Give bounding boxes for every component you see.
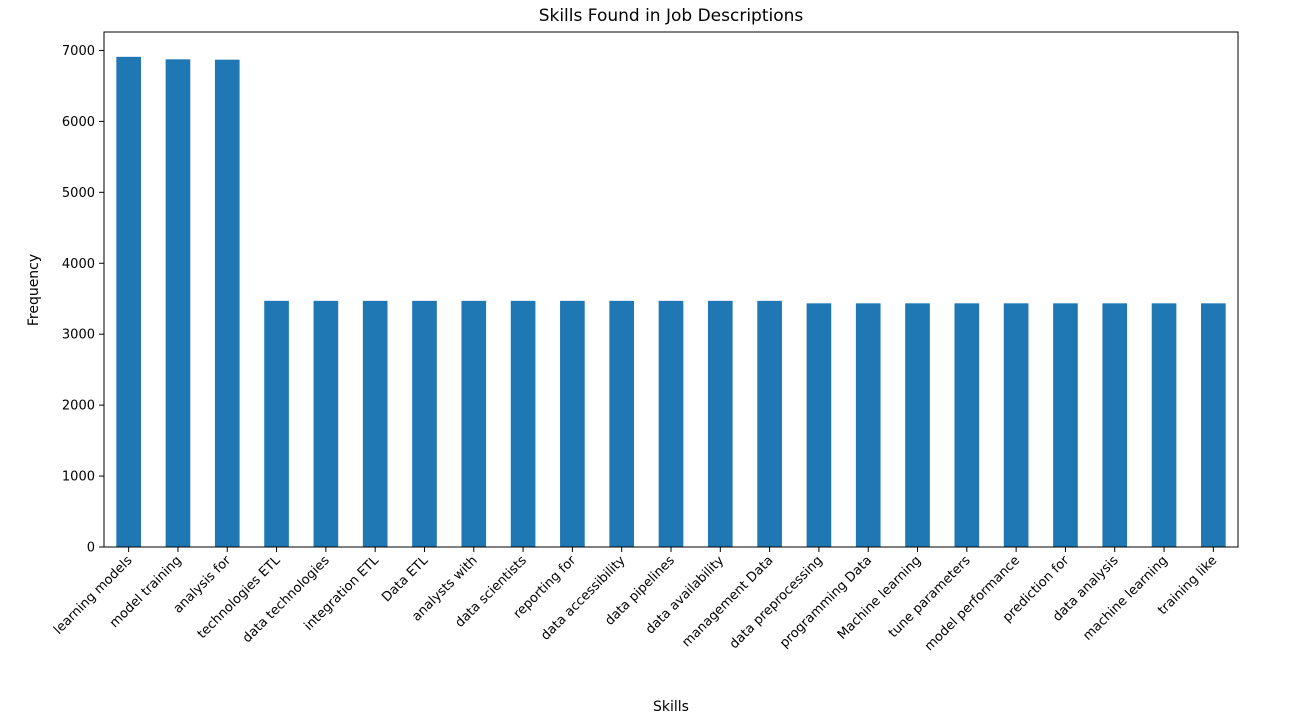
x-tick-label: Data ETL xyxy=(379,553,432,606)
y-axis-label: Frequency xyxy=(26,254,42,326)
bar-data-technologies xyxy=(313,300,339,547)
bar-technologies-etl xyxy=(264,300,289,547)
bar-analysis-for xyxy=(214,59,240,548)
y-tick-label: 1000 xyxy=(62,470,95,485)
bar-data-analysis xyxy=(1102,303,1128,547)
x-tick-label: data technologies xyxy=(240,553,333,646)
bar-management-data xyxy=(757,300,782,547)
y-tick-label: 0 xyxy=(87,541,95,556)
bar-data-pipelines xyxy=(658,300,684,547)
y-tick-label: 3000 xyxy=(62,328,95,343)
bar-machine-learning xyxy=(905,303,930,547)
bar-integration-etl xyxy=(362,300,388,547)
x-tick-label: model performance xyxy=(922,553,1023,654)
bar-tune-parameters xyxy=(954,303,980,547)
bar-programming-data xyxy=(855,303,881,547)
x-tick-label: management Data xyxy=(679,553,776,650)
x-tick-label: tune parameters xyxy=(886,553,974,641)
bar-data-preprocessing xyxy=(806,303,832,547)
bar-data-etl xyxy=(412,300,437,547)
bar-data-availability xyxy=(707,300,733,547)
x-tick-label: data accessibility xyxy=(538,553,629,644)
x-tick-label: Machine learning xyxy=(835,553,925,643)
y-tick-label: 2000 xyxy=(62,399,95,414)
bar-analysts-with xyxy=(461,300,487,547)
y-axis: 0 1000 2000 3000 4000 5000 6000 7000 xyxy=(62,44,104,556)
bar-model-performance xyxy=(1003,303,1029,547)
x-tick-label: programming Data xyxy=(777,553,875,651)
x-axis-label: Skills xyxy=(653,699,689,715)
bar-prediction-for xyxy=(1053,303,1078,547)
bar-training-like xyxy=(1201,303,1226,547)
bar-model-training xyxy=(165,59,191,547)
bars-group xyxy=(116,56,1226,548)
bar-learning-models xyxy=(116,56,141,548)
x-tick-label: technologies ETL xyxy=(195,553,284,642)
x-tick-label: data preprocessing xyxy=(727,553,826,652)
y-tick-label: 4000 xyxy=(62,257,95,272)
bar-data-accessibility xyxy=(609,300,635,547)
y-tick-label: 6000 xyxy=(62,115,95,130)
chart-title: Skills Found in Job Descriptions xyxy=(539,6,804,26)
bar-reporting-for xyxy=(560,300,585,547)
bar-data-scientists xyxy=(510,300,536,547)
bar-machine-learning xyxy=(1151,303,1177,547)
x-tick-label: machine learning xyxy=(1080,553,1171,644)
y-tick-label: 5000 xyxy=(62,186,95,201)
y-tick-label: 7000 xyxy=(62,44,95,59)
